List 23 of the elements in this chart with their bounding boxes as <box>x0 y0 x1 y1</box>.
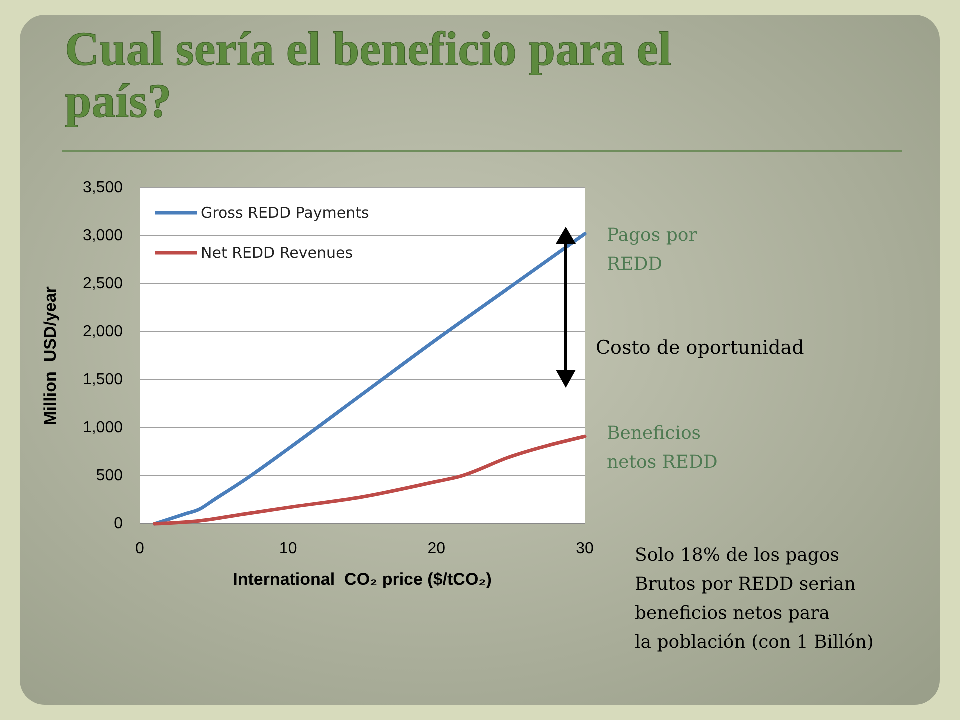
x-tick-label: 20 <box>428 540 446 558</box>
x-tick-label: 0 <box>136 540 145 558</box>
legend-label: Gross REDD Payments <box>201 204 370 222</box>
x-tick-label: 30 <box>576 540 594 558</box>
y-tick-label: 2,000 <box>82 324 124 340</box>
legend-label: Net REDD Revenues <box>201 244 354 262</box>
y-tick-label: 1,500 <box>82 372 124 388</box>
text: Pagos por REDD <box>607 225 698 275</box>
y-tick-label: 1,000 <box>82 420 124 436</box>
chart-title: Cual sería el beneficio para el país? <box>65 23 672 128</box>
text: Beneficios netos REDD <box>607 423 718 473</box>
x-axis-title: International CO₂ price ($/tCO₂) <box>233 570 492 589</box>
text: Costo de oportunidad <box>596 337 804 359</box>
line-series <box>153 232 587 526</box>
text: Solo 18% de los pagos Brutos por REDD serian beneficios netos para la población (con 1 Billón) <box>635 545 874 653</box>
x-tick-label: 10 <box>279 540 298 558</box>
y-tick-label: 2,500 <box>82 276 124 292</box>
y-axis-title: Million USD/year <box>41 286 60 426</box>
y-tick-label: 0 <box>114 516 124 532</box>
line-series <box>153 434 587 526</box>
y-tick-label: 500 <box>96 468 124 484</box>
y-tick-label: 3,000 <box>82 228 124 244</box>
y-tick-label: 3,500 <box>82 180 124 196</box>
